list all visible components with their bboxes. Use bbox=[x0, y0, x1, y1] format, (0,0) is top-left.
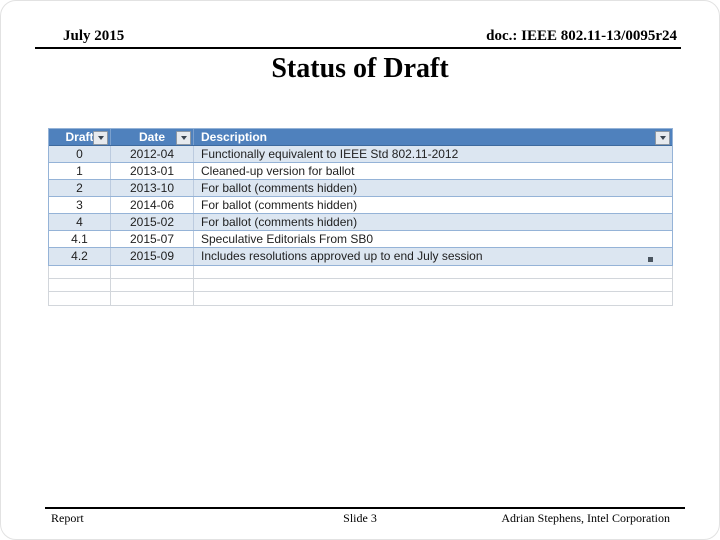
draft-filter-button[interactable] bbox=[93, 131, 108, 145]
date-cell: 2014-06 bbox=[111, 197, 194, 213]
draft-cell: 4.2 bbox=[49, 248, 111, 265]
header-rule bbox=[35, 47, 681, 49]
date-cell: 2015-09 bbox=[111, 248, 194, 265]
date-cell: 2015-02 bbox=[111, 214, 194, 230]
description-cell: Cleaned-up version for ballot bbox=[201, 164, 355, 178]
empty-cell bbox=[194, 292, 672, 305]
footer-report: Report bbox=[51, 511, 84, 525]
footer-rule bbox=[45, 507, 685, 509]
empty-row bbox=[49, 279, 672, 292]
empty-cell bbox=[111, 279, 194, 291]
date-cell: 2012-04 bbox=[111, 146, 194, 162]
draft-cell: 0 bbox=[49, 146, 111, 162]
table-row: 3 2014-06 For ballot (comments hidden) bbox=[49, 197, 672, 214]
filter-arrow-icon bbox=[97, 136, 104, 140]
draft-status-table[interactable]: Draft Date Description bbox=[48, 128, 673, 306]
header-doc-number: doc.: IEEE 802.11-13/0095r24 bbox=[486, 28, 677, 44]
empty-grid-region bbox=[48, 266, 673, 306]
draft-cell: 4.1 bbox=[49, 231, 111, 247]
description-cell: Functionally equivalent to IEEE Std 802.… bbox=[201, 147, 459, 161]
footer-author: Adrian Stephens, Intel Corporation bbox=[501, 511, 670, 525]
table-row: 4 2015-02 For ballot (comments hidden) bbox=[49, 214, 672, 231]
filter-arrow-icon bbox=[659, 136, 666, 140]
empty-cell bbox=[111, 292, 194, 305]
column-header-description: Description bbox=[194, 129, 672, 145]
slide-number: Slide 3 bbox=[343, 511, 377, 525]
header-date: July 2015 bbox=[63, 28, 125, 44]
table-row: 0 2012-04 Functionally equivalent to IEE… bbox=[49, 146, 672, 163]
empty-cell bbox=[49, 292, 111, 305]
column-header-label: Description bbox=[201, 130, 268, 144]
date-cell: 2015-07 bbox=[111, 231, 194, 247]
table-header-row: Draft Date Description bbox=[49, 129, 672, 146]
column-header-label: Date bbox=[138, 130, 165, 144]
table-row: 4.2 2015-09 Includes resolutions approve… bbox=[49, 248, 672, 265]
table-data-region: Draft Date Description bbox=[48, 128, 673, 266]
description-cell: For ballot (comments hidden) bbox=[201, 198, 358, 212]
draft-cell: 4 bbox=[49, 214, 111, 230]
empty-cell bbox=[49, 266, 111, 278]
resize-handle[interactable] bbox=[648, 257, 653, 262]
table-row: 2 2013-10 For ballot (comments hidden) bbox=[49, 180, 672, 197]
page-title: Status of Draft bbox=[271, 53, 449, 84]
date-cell: 2013-01 bbox=[111, 163, 194, 179]
draft-cell: 3 bbox=[49, 197, 111, 213]
date-filter-button[interactable] bbox=[176, 131, 191, 145]
empty-cell bbox=[49, 279, 111, 291]
table-row: 4.1 2015-07 Speculative Editorials From … bbox=[49, 231, 672, 248]
empty-row bbox=[49, 266, 672, 279]
table-row: 1 2013-01 Cleaned-up version for ballot bbox=[49, 163, 672, 180]
empty-cell bbox=[194, 279, 672, 291]
empty-cell bbox=[111, 266, 194, 278]
column-header-date: Date bbox=[111, 129, 194, 145]
description-cell: For ballot (comments hidden) bbox=[201, 215, 358, 229]
description-cell: Includes resolutions approved up to end … bbox=[201, 249, 483, 263]
description-cell: Speculative Editorials From SB0 bbox=[201, 232, 374, 246]
description-cell: For ballot (comments hidden) bbox=[201, 181, 358, 195]
draft-cell: 1 bbox=[49, 163, 111, 179]
column-header-label: Draft bbox=[65, 130, 94, 144]
empty-row bbox=[49, 292, 672, 305]
description-filter-button[interactable] bbox=[655, 131, 670, 145]
date-cell: 2013-10 bbox=[111, 180, 194, 196]
empty-cell bbox=[194, 266, 672, 278]
filter-arrow-icon bbox=[180, 136, 187, 140]
column-header-draft: Draft bbox=[49, 129, 111, 145]
draft-cell: 2 bbox=[49, 180, 111, 196]
